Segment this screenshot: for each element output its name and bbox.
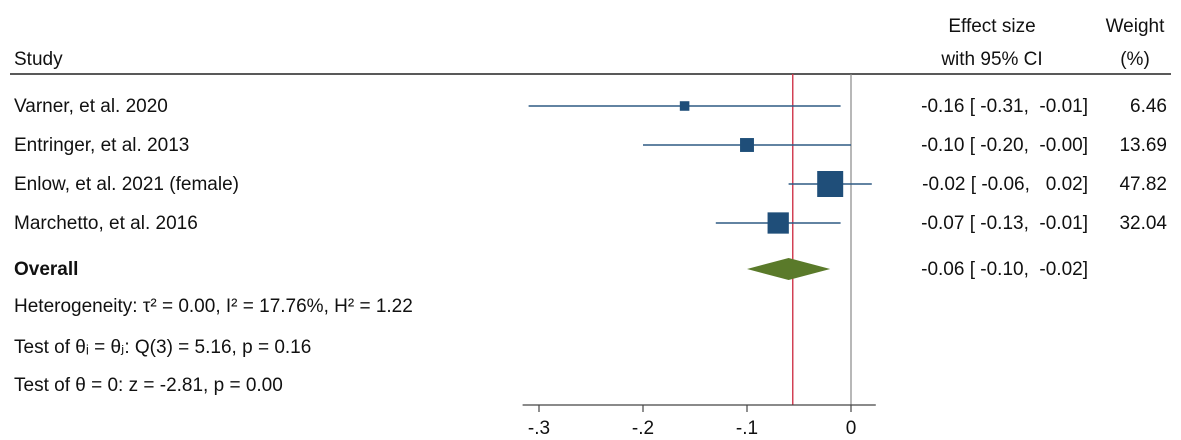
weight-header-line2: (%) — [1120, 49, 1150, 70]
test-zero-effect: Test of θ = 0: z = -2.81, p = 0.00 — [14, 375, 283, 396]
study-effect-marker — [767, 212, 789, 234]
effect-size-header-line2: with 95% CI — [941, 49, 1043, 70]
overall-diamond — [747, 258, 831, 280]
overall-label: Overall — [14, 259, 79, 280]
study-label: Varner, et al. 2020 — [14, 96, 168, 117]
weight-header-line1: Weight — [1105, 16, 1165, 37]
x-axis-tick-label: -.3 — [528, 418, 550, 439]
x-axis-tick-label: 0 — [846, 418, 857, 439]
study-weight: 13.69 — [1119, 135, 1167, 156]
study-weight: 6.46 — [1130, 96, 1167, 117]
heterogeneity-stats: Heterogeneity: τ² = 0.00, I² = 17.76%, H… — [14, 296, 413, 317]
study-effect-marker — [817, 171, 844, 197]
study-ci-text: -0.16 [ -0.31, -0.01] — [921, 96, 1088, 117]
overall-ci-text: -0.06 [ -0.10, -0.02] — [921, 259, 1088, 280]
study-effect-marker — [740, 138, 754, 152]
study-weight: 32.04 — [1119, 213, 1167, 234]
x-axis-tick-label: -.2 — [632, 418, 654, 439]
study-ci-text: -0.07 [ -0.13, -0.01] — [921, 213, 1088, 234]
test-equal-effects: Test of θᵢ = θⱼ: Q(3) = 5.16, p = 0.16 — [14, 337, 312, 358]
study-ci-text: -0.10 [ -0.20, -0.00] — [921, 135, 1088, 156]
study-label: Entringer, et al. 2013 — [14, 135, 190, 156]
effect-size-header-line1: Effect size — [948, 16, 1036, 37]
study-label: Marchetto, et al. 2016 — [14, 213, 198, 234]
study-label: Enlow, et al. 2021 (female) — [14, 174, 239, 195]
x-axis-tick-label: -.1 — [736, 418, 758, 439]
study-weight: 47.82 — [1119, 174, 1167, 195]
study-effect-marker — [679, 101, 690, 111]
study-ci-text: -0.02 [ -0.06, 0.02] — [922, 174, 1088, 195]
study-column-header: Study — [14, 49, 63, 70]
